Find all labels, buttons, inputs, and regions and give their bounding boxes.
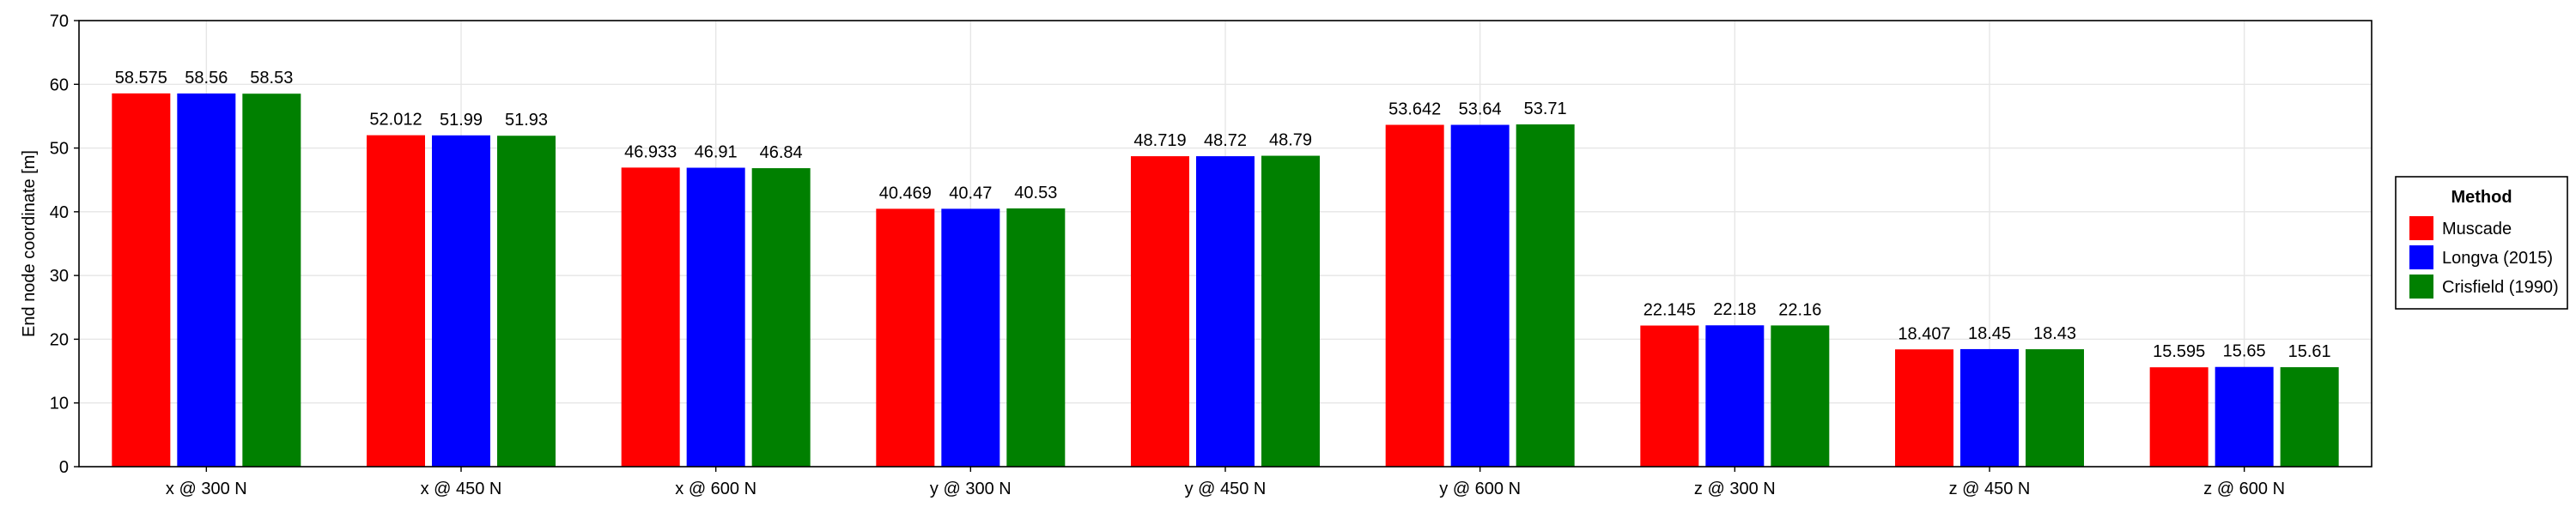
bar-longva-2015 <box>686 167 745 468</box>
bar-crisfield-1990 <box>2026 349 2084 467</box>
x-tick-label: x @ 600 N <box>675 480 756 498</box>
legend-label: Muscade <box>2442 220 2512 238</box>
bar-crisfield-1990 <box>1006 208 1066 468</box>
bar-crisfield-1990 <box>1516 124 1575 468</box>
bar-longva-2015 <box>1960 348 2019 467</box>
data-label: 51.99 <box>440 111 483 130</box>
bar-longva-2015 <box>177 93 236 468</box>
bar-longva-2015 <box>1705 325 1765 467</box>
legend-swatch <box>2409 216 2433 240</box>
legend-title: Method <box>2451 188 2512 207</box>
bar-muscade <box>1385 124 1444 467</box>
bar-muscade <box>1895 349 1953 467</box>
data-label: 22.145 <box>1643 300 1696 319</box>
legend-label: Longva (2015) <box>2442 249 2553 268</box>
data-label: 15.595 <box>2153 342 2205 361</box>
bar-crisfield-1990 <box>1771 325 1830 467</box>
bar-crisfield-1990 <box>1261 155 1320 467</box>
legend-label: Crisfield (1990) <box>2442 278 2559 297</box>
y-tick-label: 70 <box>50 12 69 31</box>
y-tick-label: 30 <box>50 267 69 286</box>
data-label: 46.91 <box>695 143 738 162</box>
data-label: 52.012 <box>369 111 422 130</box>
data-label: 15.61 <box>2288 342 2331 361</box>
data-label: 58.56 <box>185 69 228 88</box>
bar-longva-2015 <box>432 135 490 467</box>
data-label: 58.53 <box>250 69 293 88</box>
y-tick-label: 10 <box>50 395 69 413</box>
bar-longva-2015 <box>1196 156 1255 467</box>
x-tick-label: y @ 600 N <box>1439 480 1521 498</box>
y-tick-label: 40 <box>50 203 69 222</box>
x-axis: x @ 300 N x @ 450 N x @ 600 N y @ 300 N y @ … <box>166 467 2285 498</box>
x-tick-label: x @ 450 N <box>421 480 502 498</box>
data-label: 53.64 <box>1459 100 1502 119</box>
y-axis-title: End node coordinate [m] <box>20 150 39 337</box>
data-label: 40.47 <box>949 184 992 202</box>
legend-swatch <box>2409 245 2433 269</box>
bar-muscade <box>367 135 425 468</box>
bar-muscade <box>621 167 680 467</box>
y-tick-label: 20 <box>50 330 69 349</box>
data-labels-layer: 58.575 58.56 58.53 52.012 51.99 51.93 46.933 46… <box>115 69 2331 361</box>
bar-crisfield-1990 <box>2280 367 2339 467</box>
data-label: 40.53 <box>1014 184 1057 202</box>
data-label: 48.72 <box>1204 131 1247 150</box>
y-tick-label: 60 <box>50 75 69 94</box>
x-tick-label: z @ 450 N <box>1949 480 2031 498</box>
bar-crisfield-1990 <box>497 136 556 467</box>
bar-longva-2015 <box>1450 124 1510 467</box>
data-label: 46.933 <box>624 142 677 161</box>
data-label: 48.719 <box>1133 131 1186 150</box>
y-tick-label: 50 <box>50 140 69 159</box>
data-label: 40.469 <box>879 184 932 202</box>
x-tick-label: z @ 300 N <box>1694 480 1776 498</box>
data-label: 18.43 <box>2033 324 2076 343</box>
x-tick-label: z @ 600 N <box>2203 480 2285 498</box>
bar-muscade <box>2149 367 2208 467</box>
bar-muscade <box>112 93 171 467</box>
legend: Method Muscade Longva (2015) Crisfield (19… <box>2395 176 2568 310</box>
bar-longva-2015 <box>941 208 1000 467</box>
data-label: 48.79 <box>1269 131 1312 150</box>
legend-swatch <box>2409 275 2433 299</box>
bar-crisfield-1990 <box>751 168 811 467</box>
data-label: 53.642 <box>1388 100 1441 119</box>
data-label: 46.84 <box>760 143 803 162</box>
data-label: 18.407 <box>1898 324 1950 343</box>
x-tick-label: x @ 300 N <box>166 480 247 498</box>
data-label: 51.93 <box>505 111 548 130</box>
bar-muscade <box>876 208 935 467</box>
x-tick-label: y @ 300 N <box>930 480 1012 498</box>
bar-muscade <box>1640 325 1699 467</box>
bar-muscade <box>1131 156 1189 467</box>
data-label: 53.71 <box>1524 100 1567 118</box>
bars-layer <box>112 93 2339 468</box>
bar-crisfield-1990 <box>242 94 301 467</box>
y-axis: 0 10 20 30 40 50 60 70 <box>50 12 79 477</box>
legend-items: Muscade Longva (2015) Crisfield (1990) <box>2409 216 2559 299</box>
data-label: 18.45 <box>1968 324 2011 343</box>
data-label: 22.18 <box>1713 300 1756 319</box>
data-label: 22.16 <box>1778 300 1821 319</box>
x-tick-label: y @ 450 N <box>1185 480 1267 498</box>
y-tick-label: 0 <box>59 458 69 477</box>
bar-longva-2015 <box>2215 366 2274 467</box>
data-label: 15.65 <box>2223 342 2266 361</box>
data-label: 58.575 <box>115 69 167 88</box>
